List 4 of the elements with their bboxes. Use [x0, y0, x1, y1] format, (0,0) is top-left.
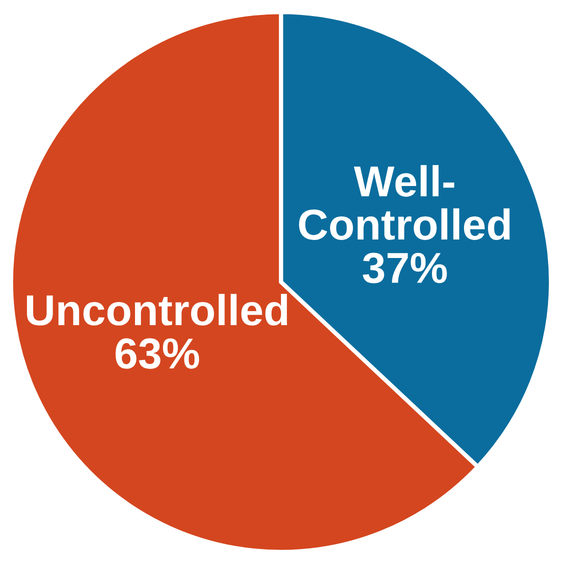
slice-label: Well-Controlled [299, 165, 510, 240]
slice-label: Uncontrolled [26, 294, 288, 326]
data-label: 63% [116, 338, 200, 369]
data-label: 37% [362, 252, 447, 284]
